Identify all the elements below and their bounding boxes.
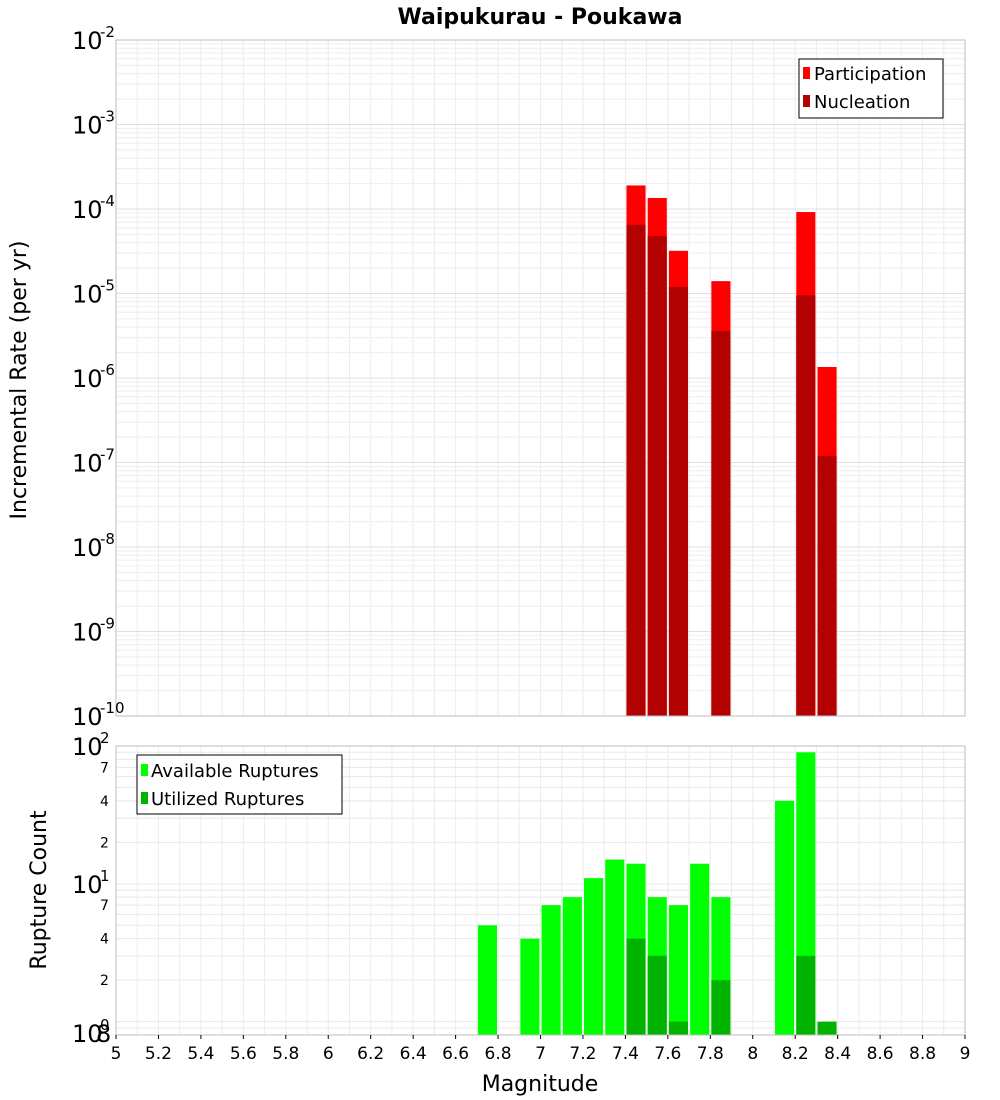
rate-bar-nucleation bbox=[668, 286, 689, 716]
count-y-minor-tick-label: 8 bbox=[96, 1020, 111, 1048]
x-tick-label: 7.4 bbox=[612, 1044, 639, 1064]
count-bar-available bbox=[584, 878, 604, 1035]
rate-y-tick-exponent: -10 bbox=[100, 699, 125, 717]
x-tick-label: 8 bbox=[747, 1044, 758, 1064]
x-tick-label: 6.8 bbox=[485, 1044, 512, 1064]
rate-bar-nucleation bbox=[817, 455, 837, 716]
count-bar-available bbox=[668, 905, 689, 1035]
rate-y-axis-label: Incremental Rate (per yr) bbox=[7, 241, 32, 520]
rate-bar-nucleation bbox=[647, 235, 667, 716]
rate-legend-swatch bbox=[803, 67, 810, 79]
rate-y-tick-exponent: -5 bbox=[100, 277, 115, 295]
rate-y-tick-exponent: -9 bbox=[100, 615, 115, 633]
rate-y-tick-exponent: -7 bbox=[100, 446, 115, 464]
rate-plot: 10-1010-910-810-710-610-510-410-310-2Par… bbox=[72, 23, 966, 731]
x-tick-label: 8.4 bbox=[824, 1044, 851, 1064]
x-tick-label: 8.6 bbox=[867, 1044, 894, 1064]
count-y-minor-tick-label: 7 bbox=[100, 760, 109, 776]
count-y-minor-tick-label: 4 bbox=[100, 932, 109, 948]
x-tick-label: 5 bbox=[111, 1044, 122, 1064]
count-legend-label: Utilized Ruptures bbox=[151, 789, 304, 810]
rate-y-tick-exponent: -2 bbox=[100, 23, 115, 41]
count-y-tick-label: 10 bbox=[72, 871, 103, 899]
count-bar-utilized bbox=[711, 980, 731, 1035]
rate-y-tick-label: 10 bbox=[72, 281, 103, 309]
count-bar-utilized bbox=[796, 955, 816, 1035]
rate-bar-nucleation bbox=[626, 224, 646, 716]
x-axis-label: Magnitude bbox=[482, 1072, 599, 1097]
rate-grid bbox=[115, 40, 966, 717]
count-y-minor-tick-label: 2 bbox=[100, 973, 109, 989]
x-tick-label: 7.6 bbox=[654, 1044, 681, 1064]
count-y-minor-tick-label: 4 bbox=[100, 794, 109, 810]
count-y-minor-tick-label: 7 bbox=[100, 898, 109, 914]
rate-y-tick-exponent: -4 bbox=[100, 192, 115, 210]
count-y-tick-exponent: 1 bbox=[100, 867, 110, 885]
rate-plot-border bbox=[115, 39, 966, 717]
rate-y-tick-label: 10 bbox=[72, 27, 103, 55]
rate-legend: Participation Nucleation bbox=[798, 58, 944, 119]
count-y-minor-tick-label: 2 bbox=[100, 835, 109, 851]
x-tick-label: 8.2 bbox=[782, 1044, 809, 1064]
x-tick-label: 5.6 bbox=[230, 1044, 257, 1064]
x-tick-label: 6.4 bbox=[400, 1044, 427, 1064]
rate-legend-label: Participation bbox=[814, 64, 926, 85]
count-bar-available bbox=[605, 859, 625, 1035]
count-legend-box bbox=[136, 754, 343, 815]
x-tick-label: 5.2 bbox=[145, 1044, 172, 1064]
x-tick-label: 6 bbox=[323, 1044, 334, 1064]
count-bar-available bbox=[690, 863, 710, 1035]
count-bar-utilized bbox=[817, 1021, 837, 1035]
rate-y-tick-label: 10 bbox=[72, 619, 103, 647]
rate-y-tick-label: 10 bbox=[72, 112, 103, 140]
count-bar-available bbox=[520, 938, 540, 1035]
count-y-tick-exponent: 2 bbox=[100, 729, 110, 747]
rate-y-tick-label: 10 bbox=[72, 534, 103, 562]
count-y-tick-label: 10 bbox=[72, 733, 103, 761]
count-bar-available bbox=[477, 925, 497, 1035]
x-tick-label: 6.6 bbox=[442, 1044, 469, 1064]
rate-legend-swatch bbox=[803, 95, 810, 107]
count-y-tick-exponent: 0 bbox=[100, 1016, 110, 1034]
x-tick-label: 6.2 bbox=[357, 1044, 384, 1064]
count-legend-swatch bbox=[141, 792, 148, 804]
count-bar-utilized bbox=[647, 955, 667, 1035]
x-tick-label: 5.8 bbox=[272, 1044, 299, 1064]
rate-y-tick-exponent: -8 bbox=[100, 530, 115, 548]
count-bar-available bbox=[562, 897, 582, 1035]
count-bar-available bbox=[775, 800, 795, 1035]
count-legend-swatch bbox=[141, 764, 148, 776]
count-y-axis-label: Rupture Count bbox=[27, 810, 52, 970]
rate-y-tick-label: 10 bbox=[72, 365, 103, 393]
rate-y-tick-label: 10 bbox=[72, 196, 103, 224]
chart-title: Waipukurau - Poukawa bbox=[398, 5, 683, 30]
rate-bar-nucleation bbox=[796, 295, 816, 716]
count-bar-utilized bbox=[668, 1021, 689, 1035]
rate-y-tick-label: 10 bbox=[72, 450, 103, 478]
x-tick-label: 5.4 bbox=[187, 1044, 214, 1064]
count-bar-available bbox=[541, 905, 561, 1035]
count-y-tick-label: 10 bbox=[72, 1020, 103, 1048]
rate-y-tick-exponent: -3 bbox=[100, 108, 115, 126]
rate-legend-label: Nucleation bbox=[814, 92, 910, 113]
x-tick-label: 7.2 bbox=[569, 1044, 596, 1064]
x-tick-label: 7 bbox=[535, 1044, 546, 1064]
x-tick-label: 7.8 bbox=[697, 1044, 724, 1064]
rate-legend-box bbox=[798, 58, 944, 119]
rate-bar-nucleation bbox=[711, 330, 731, 716]
x-tick-label: 8.8 bbox=[909, 1044, 936, 1064]
count-legend-label: Available Ruptures bbox=[151, 761, 319, 782]
count-bar-utilized bbox=[626, 938, 646, 1035]
rate-y-tick-exponent: -6 bbox=[100, 361, 115, 379]
rate-y-tick-label: 10 bbox=[72, 703, 103, 731]
x-tick-label: 9 bbox=[960, 1044, 971, 1064]
count-legend: Available Ruptures Utilized Ruptures bbox=[136, 754, 343, 815]
